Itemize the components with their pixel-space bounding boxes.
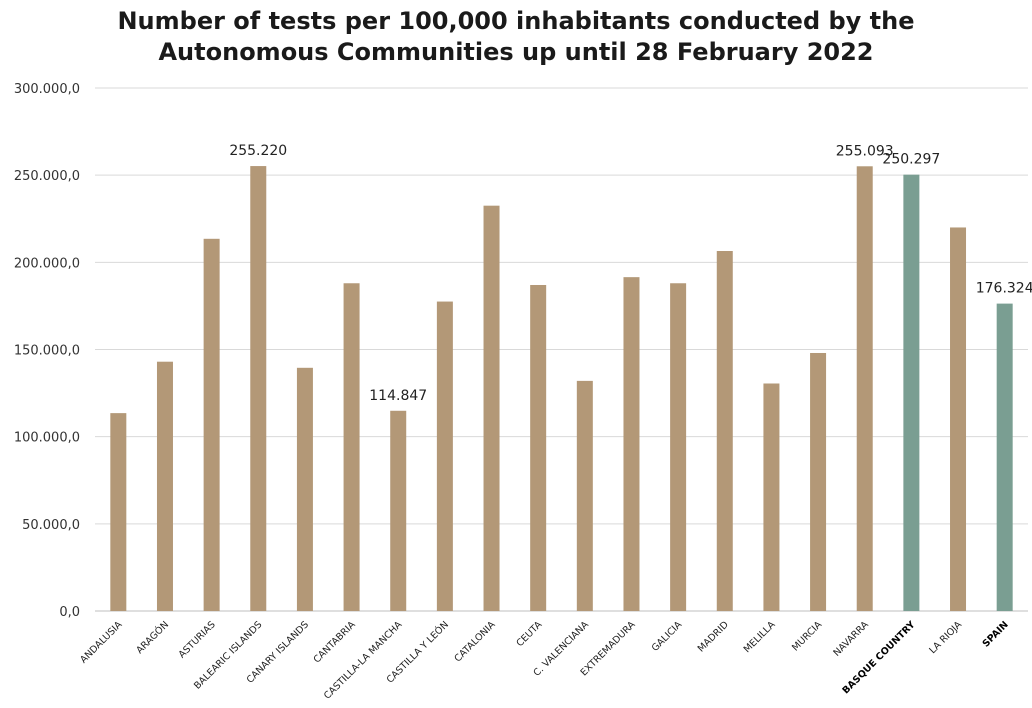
bar <box>716 251 733 612</box>
x-tick-label: ASTURIAS <box>177 619 218 660</box>
bar <box>576 380 593 611</box>
bar <box>296 367 313 611</box>
x-tick-label: ANDALUSIA <box>78 619 125 666</box>
x-tick-label: MELILLA <box>742 619 778 655</box>
bar <box>810 352 827 611</box>
bar <box>156 361 173 611</box>
bar <box>436 301 453 611</box>
x-tick-label: CANTABRIA <box>312 619 358 665</box>
x-tick-label: GALICIA <box>650 619 685 654</box>
y-tick-label: 250.000,0 <box>14 169 80 184</box>
data-label: 250.297 <box>882 152 940 168</box>
data-label: 255.093 <box>836 143 894 159</box>
bar <box>530 284 547 611</box>
x-tick-label: ARAGÓN <box>134 619 171 656</box>
x-tick-label: CASTILLA-LA MANCHA <box>322 619 405 702</box>
bar <box>110 413 127 611</box>
bar <box>996 303 1013 611</box>
x-tick-label: SPAIN <box>981 619 1011 649</box>
chart-title-line-2: Autonomous Communities up until 28 Febru… <box>158 38 874 66</box>
bar <box>903 174 920 611</box>
y-tick-label: 150.000,0 <box>14 344 80 359</box>
x-tick-label: MADRID <box>696 619 731 654</box>
bar <box>950 227 967 611</box>
x-tick-label: LA RIOJA <box>927 619 964 656</box>
y-tick-label: 100.000,0 <box>14 431 80 446</box>
bar <box>343 283 360 611</box>
bar <box>670 283 687 611</box>
y-axis-ticks: 0,0 50.000,0 100.000,0 150.000,0 200.000,0 25… <box>14 82 80 620</box>
bar <box>623 277 640 611</box>
chart-title: Number of tests per 100,000 inhabitants … <box>0 6 1032 68</box>
x-tick-label: CEUTA <box>514 619 544 649</box>
x-tick-label: NAVARRA <box>831 619 871 659</box>
x-tick-label: CATALONIA <box>453 619 498 664</box>
data-label: 114.847 <box>369 388 427 404</box>
data-label: 255.220 <box>229 143 287 159</box>
y-tick-label: 0,0 <box>59 605 80 620</box>
bar <box>203 238 220 611</box>
y-tick-label: 50.000,0 <box>22 518 80 533</box>
data-label: 176.324 <box>976 281 1032 297</box>
chart-title-line-1: Number of tests per 100,000 inhabitants … <box>117 7 915 35</box>
y-tick-label: 300.000,0 <box>14 82 80 97</box>
x-tick-label: MURCIA <box>790 619 824 653</box>
bars <box>110 166 1013 612</box>
bar <box>250 166 267 611</box>
bar <box>856 166 873 611</box>
bar <box>763 383 780 611</box>
bar <box>390 410 407 611</box>
bar <box>483 205 500 612</box>
y-tick-label: 200.000,0 <box>14 256 80 271</box>
